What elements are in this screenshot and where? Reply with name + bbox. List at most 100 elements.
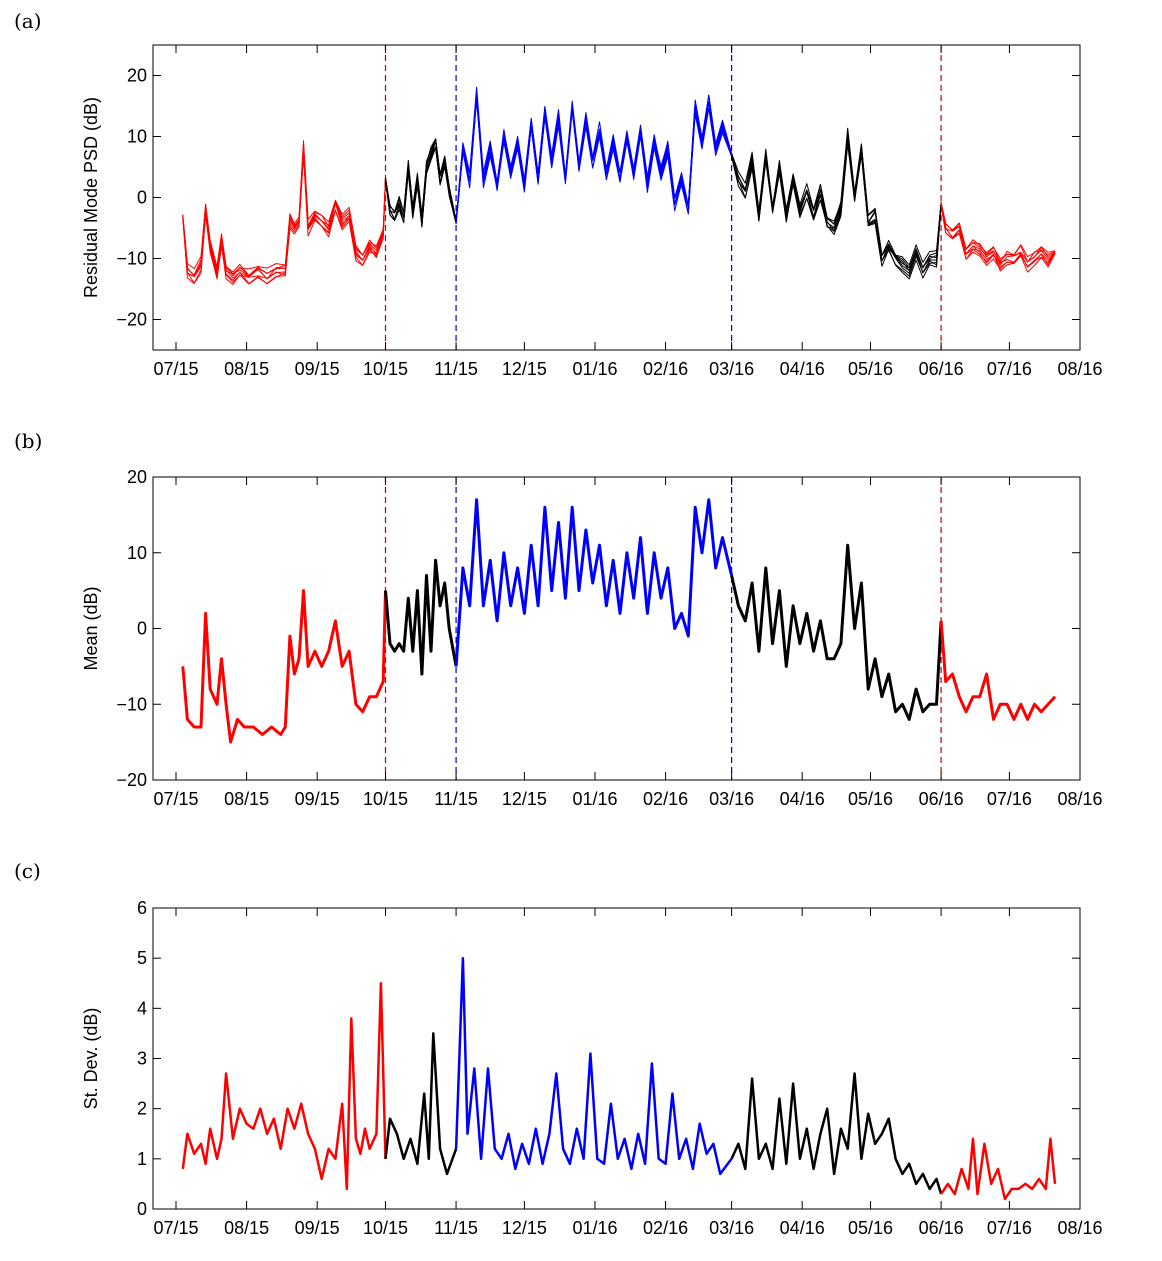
x-tick-label: 04/16 [780, 359, 825, 379]
y-tick-label: −10 [116, 249, 147, 269]
y-tick-label: −10 [116, 694, 147, 714]
series-line [182, 148, 386, 283]
x-tick-label: 10/15 [363, 359, 408, 379]
x-tick-label: 08/16 [1057, 789, 1102, 809]
y-tick-label: 10 [127, 543, 147, 563]
x-tick-label: 07/15 [153, 359, 198, 379]
y-tick-label: 10 [127, 127, 147, 147]
series-line [730, 543, 943, 721]
x-tick-label: 04/16 [780, 789, 825, 809]
series-line [181, 589, 387, 744]
x-tick-label: 07/15 [153, 1218, 198, 1238]
x-tick-label: 09/15 [295, 359, 340, 379]
series-line [455, 90, 733, 223]
x-tick-label: 10/15 [363, 789, 408, 809]
series-line [731, 127, 942, 266]
panel-c: (c)07/15 08/15 09/15 10/15 11/15 12/15 01/16 02… [14, 859, 1103, 1238]
series-line [182, 151, 386, 280]
series-line [454, 956, 733, 1176]
series-line [731, 141, 942, 277]
x-tick-label: 09/15 [295, 1218, 340, 1238]
series-line [182, 140, 386, 275]
x-tick-label: 08/15 [224, 789, 269, 809]
x-tick-label: 11/15 [434, 359, 478, 379]
y-tick-label: 4 [137, 998, 147, 1018]
x-tick-label: 08/16 [1057, 1218, 1102, 1238]
x-tick-label: 05/16 [848, 359, 893, 379]
x-tick-label: 07/16 [987, 359, 1032, 379]
x-tick-label: 06/16 [919, 359, 964, 379]
series-line [731, 132, 942, 272]
series-line [731, 136, 942, 274]
series-line [731, 134, 942, 269]
y-tick-label: 3 [137, 1049, 147, 1069]
x-tick-label: 09/15 [295, 789, 340, 809]
x-tick-label: 12/15 [502, 359, 547, 379]
series-line [385, 138, 457, 220]
x-tick-label: 08/16 [1057, 359, 1102, 379]
series-line [940, 204, 1056, 268]
x-tick-label: 02/16 [643, 359, 688, 379]
x-tick-label: 03/16 [709, 359, 754, 379]
y-axis-label: St. Dev. (dB) [81, 1008, 101, 1110]
y-tick-label: 0 [137, 619, 147, 639]
x-tick-label: 07/16 [987, 1218, 1032, 1238]
x-tick-label: 02/16 [643, 1218, 688, 1238]
panel-label: (a) [14, 9, 42, 33]
series-line [731, 143, 942, 280]
series-line [182, 151, 386, 285]
series-line [384, 558, 458, 676]
plot-frame [152, 907, 1081, 1210]
x-tick-label: 06/16 [919, 1218, 964, 1238]
x-tick-label: 02/16 [643, 789, 688, 809]
series-line [940, 202, 1056, 260]
x-tick-label: 01/16 [572, 789, 617, 809]
x-tick-label: 01/16 [572, 1218, 617, 1238]
y-tick-label: 20 [127, 66, 147, 86]
y-tick-label: 0 [137, 188, 147, 208]
x-tick-label: 11/15 [434, 1218, 478, 1238]
y-tick-label: −20 [116, 770, 147, 790]
series-group [182, 86, 1056, 285]
panel-label: (c) [14, 859, 41, 883]
y-tick-label: 20 [127, 467, 147, 487]
panel-label: (b) [14, 429, 42, 453]
series-line [181, 982, 387, 1191]
x-tick-label: 12/15 [502, 1218, 547, 1238]
series-line [731, 139, 942, 274]
y-axis-label: Mean (dB) [81, 586, 101, 670]
x-tick-label: 11/15 [434, 789, 478, 809]
y-tick-label: −20 [116, 310, 147, 330]
series-line [730, 1072, 943, 1195]
series-line [939, 620, 1057, 721]
series-line [454, 498, 734, 667]
series-line [384, 1032, 458, 1176]
series-group [181, 498, 1057, 744]
x-tick-label: 05/16 [848, 1218, 893, 1238]
y-tick-label: 5 [137, 948, 147, 968]
series-line [455, 100, 733, 224]
y-tick-label: 2 [137, 1099, 147, 1119]
x-tick-label: 03/16 [709, 789, 754, 809]
x-tick-label: 07/16 [987, 789, 1032, 809]
series-line [455, 86, 733, 221]
y-tick-label: 1 [137, 1149, 147, 1169]
x-tick-label: 01/16 [572, 359, 617, 379]
x-tick-label: 04/16 [780, 1218, 825, 1238]
panel-a: (a)07/15 08/15 09/15 10/15 11/15 12/15 01/16 02… [14, 9, 1103, 379]
series-group [181, 956, 1057, 1201]
panel-b: (b)07/15 08/15 09/15 10/15 11/15 12/15 01/16 02… [14, 429, 1103, 809]
x-tick-label: 08/15 [224, 1218, 269, 1238]
series-line [731, 130, 942, 269]
x-tick-label: 08/15 [224, 359, 269, 379]
series-line [940, 1137, 1057, 1201]
y-tick-label: 6 [137, 898, 147, 918]
y-axis-label: Residual Mode PSD (dB) [81, 97, 101, 298]
x-tick-label: 05/16 [848, 789, 893, 809]
x-tick-label: 03/16 [709, 1218, 754, 1238]
x-tick-label: 06/16 [919, 789, 964, 809]
y-tick-label: 0 [137, 1199, 147, 1219]
x-tick-label: 12/15 [502, 789, 547, 809]
x-tick-label: 07/15 [153, 789, 198, 809]
